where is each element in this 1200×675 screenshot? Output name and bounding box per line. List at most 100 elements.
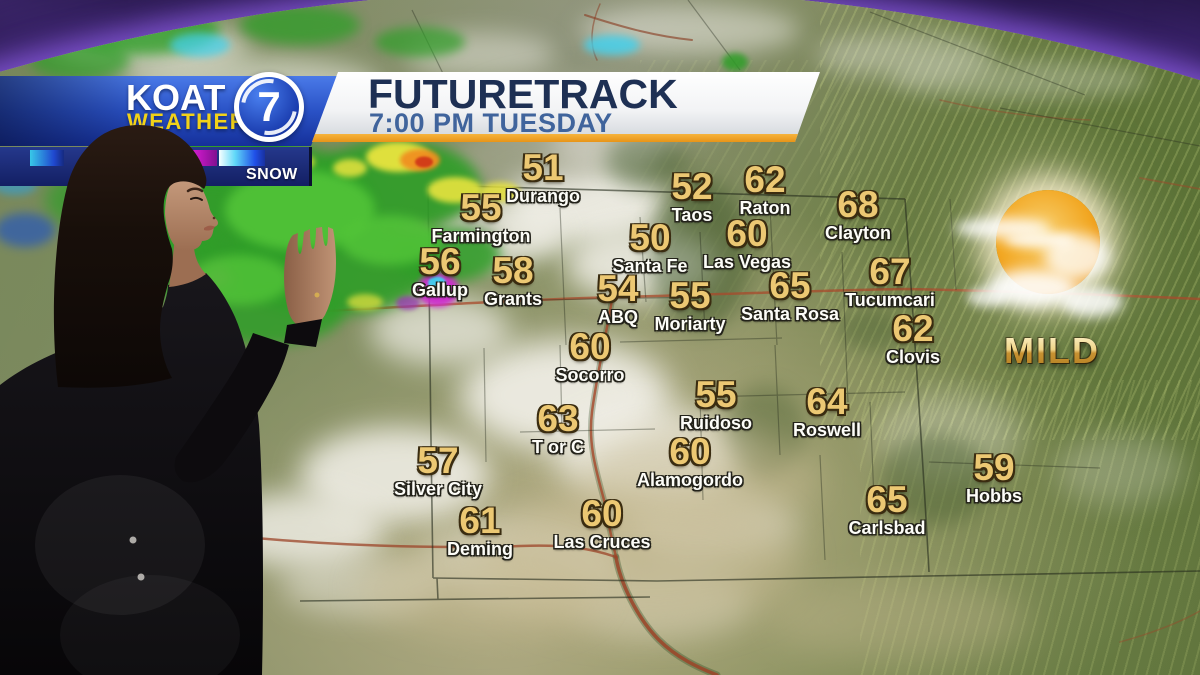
temp-value: 62 [892, 308, 934, 349]
sun-cloud-wisp [967, 287, 1007, 307]
city-name: Roswell [792, 420, 862, 440]
city-name: Las Cruces [553, 532, 651, 552]
temp-value: 60 [581, 493, 623, 534]
city-label-clayton: 68 Clayton [825, 186, 891, 244]
city-name: Socorro [555, 365, 625, 385]
temp-value: 56 [419, 241, 461, 282]
city-label-grants: 58 Grants [484, 252, 542, 310]
legend-snow-strip [219, 150, 265, 166]
city-name: Gallup [411, 280, 469, 300]
sun-cloud-wisp [1005, 232, 1075, 248]
cloud [650, 180, 750, 330]
presenter-neck [169, 245, 206, 287]
temp-value: 64 [806, 381, 848, 422]
radar-cell [0, 213, 55, 247]
city-name: Deming [446, 539, 514, 559]
city-name: Clovis [885, 347, 941, 367]
radar-cell [396, 296, 420, 310]
temp-value: 57 [417, 440, 459, 481]
city-label-deming: 61 Deming [447, 502, 513, 560]
city-label-t-or-c: 63 T or C [532, 400, 584, 458]
city-name: Farmington [431, 226, 531, 246]
temp-value: 54 [597, 268, 639, 309]
city-name: Clayton [824, 223, 892, 243]
temp-value: 65 [769, 265, 811, 306]
radar-cell [347, 294, 383, 310]
cloud [580, 430, 820, 530]
cloud [770, 580, 1030, 660]
city-name: Moriarty [654, 314, 726, 334]
temp-value: 67 [869, 251, 911, 292]
city-label-tucumcari: 67 Tucumcari [845, 253, 935, 311]
city-label-santa-rosa: 65 Santa Rosa [741, 267, 839, 325]
weather-presenter [0, 124, 336, 675]
border-lines [299, 0, 1200, 602]
city-label-las-vegas: 60 Las Vegas [703, 215, 791, 273]
terrain-streaks [860, 380, 1200, 675]
city-label-abq: 54 ABQ [597, 270, 638, 328]
temp-value: 65 [866, 479, 908, 520]
city-label-socorro: 60 Socorro [555, 328, 624, 386]
temp-value: 50 [629, 217, 671, 258]
city-label-durango: 51 Durango [506, 149, 580, 207]
presenter-face [165, 178, 218, 251]
temp-value: 59 [973, 447, 1015, 488]
radar-cell [427, 177, 483, 203]
radar-cell [30, 40, 130, 80]
city-name: Raton [739, 198, 791, 218]
radar-cell [722, 53, 748, 71]
presenter-hand [284, 227, 336, 329]
temp-value: 55 [669, 275, 711, 316]
city-name: Santa Fe [612, 256, 688, 276]
city-name: Alamogordo [637, 470, 743, 490]
banner-title: FUTURETRACK [368, 71, 678, 117]
station-call-sign: KOAT [126, 77, 226, 118]
city-label-raton: 62 Raton [740, 161, 791, 219]
banner-timestamp: 7:00 PM TUESDAY [369, 108, 613, 138]
radar-cell [415, 156, 433, 168]
channel-7-logo-icon: 7 [234, 72, 304, 142]
radar-cell [375, 27, 465, 57]
condition-label: MILD [1004, 330, 1100, 371]
temp-value: 60 [726, 213, 768, 254]
city-label-farmington: 55 Farmington [432, 189, 531, 247]
temp-value: 58 [492, 250, 534, 291]
temp-value: 62 [744, 159, 786, 200]
radar-cell [340, 215, 440, 265]
radar-cell [480, 182, 520, 202]
channel-number: 7 [239, 77, 299, 137]
cloud [360, 545, 600, 635]
city-name: Grants [483, 289, 543, 309]
radar-cell [170, 33, 230, 57]
cloud [840, 310, 900, 350]
cloud [555, 407, 745, 503]
city-label-silver-city: 57 Silver City [394, 442, 482, 500]
city-label-hobbs: 59 Hobbs [966, 449, 1022, 507]
temp-value: 63 [537, 398, 579, 439]
city-label-clovis: 62 Clovis [886, 310, 940, 368]
city-label-gallup: 56 Gallup [412, 243, 468, 301]
temp-value: 55 [695, 374, 737, 415]
cloud [890, 60, 1150, 100]
radar-cell [240, 5, 360, 45]
city-name: Hobbs [966, 486, 1022, 506]
temp-value: 68 [837, 184, 879, 225]
city-name: Las Vegas [702, 252, 792, 272]
cloud [875, 392, 1025, 478]
city-label-moriarty: 55 Moriarty [654, 277, 725, 335]
city-name: ABQ [598, 307, 638, 327]
radar-cell [428, 276, 446, 290]
city-name: T or C [532, 437, 584, 457]
city-name: Durango [506, 186, 580, 206]
city-name: Taos [671, 205, 713, 225]
presenter-arm [174, 333, 289, 483]
futuretrack-banner [312, 72, 820, 142]
temp-value: 55 [460, 187, 502, 228]
temp-value: 60 [569, 326, 611, 367]
temp-value: 51 [522, 147, 564, 188]
city-name: Tucumcari [845, 290, 935, 310]
legend-snow-label: SNOW [246, 166, 298, 183]
cloud [725, 385, 805, 475]
